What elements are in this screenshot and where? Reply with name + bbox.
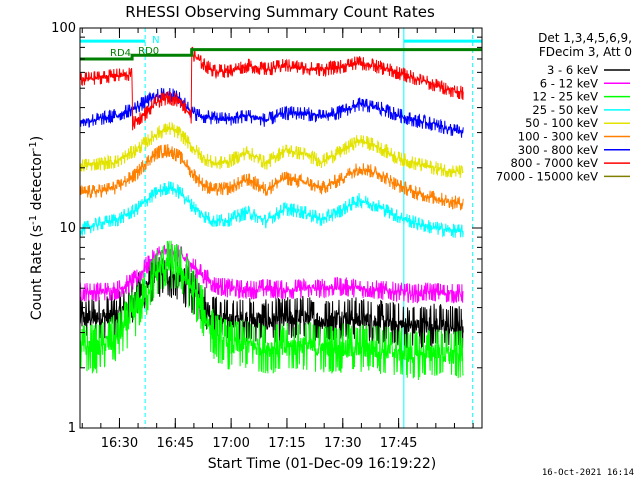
x-tick-label: 17:00 bbox=[212, 436, 249, 451]
series-line-50-100kev bbox=[79, 121, 464, 179]
y-tick-label: 10 bbox=[59, 221, 76, 236]
y-axis-label-sup1: -1 bbox=[28, 215, 39, 225]
legend-label: 6 - 12 keV bbox=[540, 76, 598, 90]
y-axis-label-main: Count Rate (s bbox=[29, 225, 45, 320]
y-axis-label-sup2: -1 bbox=[28, 141, 39, 151]
legend-label: 300 - 800 keV bbox=[518, 143, 598, 157]
y-axis-label-end: ) bbox=[29, 136, 45, 141]
legend-label: 100 - 300 keV bbox=[518, 130, 598, 144]
series-line-100-300kev bbox=[79, 144, 464, 211]
series-line-300-800kev bbox=[79, 87, 464, 138]
y-tick-label: 100 bbox=[51, 21, 76, 36]
legend-label: 3 - 6 keV bbox=[547, 63, 598, 77]
legend-label: 25 - 50 keV bbox=[532, 103, 598, 117]
x-tick-label: 16:45 bbox=[157, 436, 194, 451]
y-axis-label-mid: detector bbox=[29, 151, 45, 215]
legend-label: 7000 - 15000 keV bbox=[496, 169, 598, 183]
saa-marker-label: RD0 bbox=[138, 46, 159, 57]
x-tick-label: 16:30 bbox=[101, 436, 138, 451]
night-marker-label: N bbox=[152, 35, 159, 46]
x-tick-label: 17:30 bbox=[324, 436, 361, 451]
legend-header-line-1: Det 1,3,4,5,6,9, bbox=[538, 31, 632, 45]
series-line-12-25kev bbox=[79, 240, 464, 381]
y-axis-label: Count Rate (s-1 detector-1) bbox=[28, 136, 45, 320]
legend-label: 50 - 100 keV bbox=[525, 116, 598, 130]
x-tick-label: 17:45 bbox=[380, 436, 417, 451]
y-axis-ticks: 1 10 100 bbox=[51, 21, 482, 436]
legend-label: 800 - 7000 keV bbox=[510, 156, 598, 170]
y-tick-label: 1 bbox=[68, 421, 76, 436]
x-tick-label: 17:15 bbox=[268, 436, 305, 451]
legend-header-line-2: FDecim 3, Att 0 bbox=[539, 45, 632, 59]
legend-label: 12 - 25 keV bbox=[532, 90, 598, 104]
series-line-25-50kev bbox=[79, 181, 464, 238]
x-axis-label: Start Time (01-Dec-09 16:19:22) bbox=[208, 456, 436, 472]
series-layer bbox=[79, 46, 464, 381]
footer-timestamp: 16-Oct-2021 16:14 bbox=[542, 468, 634, 478]
chart-title: RHESSI Observing Summary Count Rates bbox=[125, 3, 435, 21]
x-axis-ticks: 16:30 16:45 17:00 17:15 17:30 17:45 bbox=[81, 28, 474, 451]
attenuator-state-line bbox=[80, 48, 482, 61]
series-line-6-12kev bbox=[79, 242, 464, 304]
series-line-800-7000kev bbox=[79, 46, 464, 131]
attenuator-label: RD4 bbox=[110, 48, 131, 59]
legend: Det 1,3,4,5,6,9, FDecim 3, Att 0 3 - 6 k… bbox=[496, 31, 632, 183]
